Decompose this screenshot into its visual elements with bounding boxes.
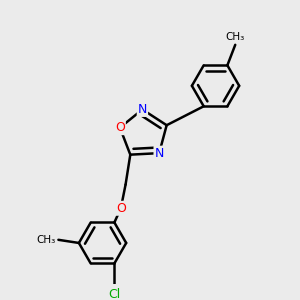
Text: CH₃: CH₃ bbox=[36, 235, 55, 245]
Text: O: O bbox=[116, 202, 126, 215]
Text: O: O bbox=[115, 121, 125, 134]
Text: N: N bbox=[154, 147, 164, 160]
Text: N: N bbox=[138, 103, 147, 116]
Text: CH₃: CH₃ bbox=[226, 32, 245, 42]
Text: Cl: Cl bbox=[108, 288, 121, 300]
